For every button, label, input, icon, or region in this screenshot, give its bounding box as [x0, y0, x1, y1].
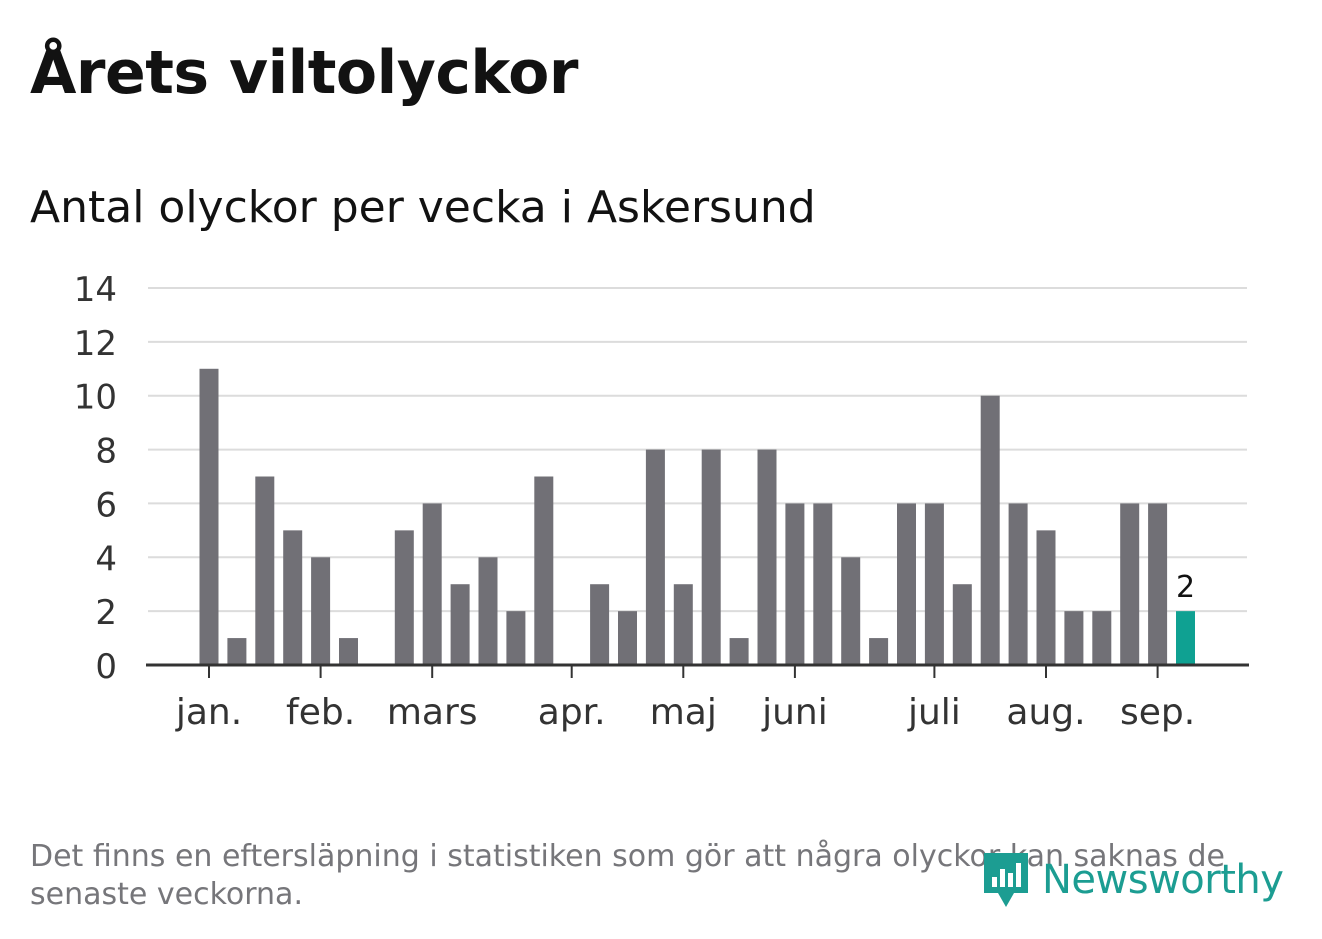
bar-week-3	[255, 476, 275, 665]
bar-week-16	[618, 611, 637, 665]
bar-chart: 0 2 4 6 8 10 12 14 jan. feb. mars apr. maj juni juli a…	[74, 270, 1249, 733]
x-tick-label: maj	[650, 692, 717, 733]
bar-week-6	[339, 638, 358, 665]
y-tick-label: 6	[95, 485, 117, 525]
bar-week-19	[701, 449, 721, 665]
y-tick-label: 4	[95, 539, 117, 579]
bar-week-15	[590, 584, 610, 665]
bar-week-24	[841, 557, 861, 665]
bar-week-9	[422, 503, 442, 665]
x-tick-label: apr.	[538, 692, 606, 733]
brand-name: Newsworthy	[1042, 857, 1284, 903]
bar-week-17	[645, 449, 665, 665]
y-tick-label: 0	[95, 647, 117, 687]
y-tick-label: 14	[74, 270, 117, 310]
bar-week-20	[729, 638, 749, 665]
y-axis-tick-labels: 0 2 4 6 8 10 12 14	[74, 270, 117, 687]
bar-week-8	[394, 530, 414, 665]
bar-week-10	[450, 584, 470, 665]
bar-week-4	[283, 530, 303, 665]
bar-week-34	[1120, 503, 1140, 665]
bar-week-21	[757, 449, 777, 665]
x-tick-label: jan.	[175, 692, 242, 733]
newsworthy-logo-icon	[984, 853, 1028, 907]
y-tick-label: 12	[74, 324, 117, 364]
data-label-last-week: 2	[1176, 570, 1195, 605]
x-axis: jan. feb. mars apr. maj juni juli aug. sep.	[146, 663, 1249, 733]
y-tick-label: 8	[95, 432, 117, 472]
data-labels: 2	[1176, 570, 1195, 605]
bar-week-35	[1148, 503, 1168, 665]
bar-week-26	[897, 503, 916, 665]
bar-week-5	[311, 557, 331, 665]
bar-week-23	[813, 503, 833, 665]
bar-week-25	[869, 638, 889, 665]
bar-week-27	[924, 503, 944, 665]
chart-subtitle: Antal olyckor per vecka i Askersund	[30, 182, 816, 233]
bar-week-18	[673, 584, 693, 665]
bar-week-36	[1176, 611, 1195, 665]
x-tick-label: feb.	[286, 692, 355, 733]
grid-lines	[148, 287, 1247, 613]
bar-week-28	[952, 584, 972, 665]
bar-week-11	[478, 557, 498, 665]
y-tick-label: 10	[74, 378, 117, 418]
bar-week-2	[227, 638, 247, 665]
x-tick-label: sep.	[1120, 692, 1195, 733]
x-tick-label: juni	[761, 692, 828, 733]
bar-week-32	[1064, 611, 1084, 665]
x-tick-label: mars	[387, 692, 478, 733]
bar-week-12	[506, 611, 526, 665]
bar-week-22	[785, 503, 805, 665]
x-tick-label: juli	[907, 692, 961, 733]
y-tick-label: 2	[95, 593, 117, 633]
bar-week-1	[199, 368, 219, 665]
chart-title: Årets viltolyckor	[30, 38, 579, 108]
bar-week-29	[980, 395, 1000, 665]
bar-week-33	[1092, 611, 1112, 665]
bar-week-31	[1036, 530, 1056, 665]
bar-week-30	[1008, 503, 1028, 665]
newsworthy-logo: Newsworthy	[980, 848, 1284, 912]
bar-week-13	[534, 476, 554, 665]
x-tick-label: aug.	[1006, 692, 1085, 733]
bars	[199, 368, 1195, 665]
